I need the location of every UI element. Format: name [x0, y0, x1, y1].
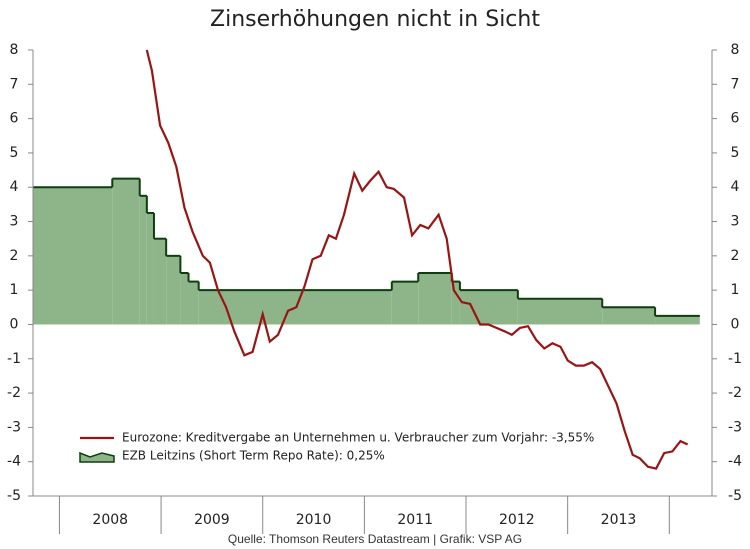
- y-tick-label: 2: [731, 248, 740, 264]
- y-tick-label: -3: [7, 419, 21, 435]
- y-tick-label: 7: [731, 76, 740, 92]
- x-tick-label: 2010: [296, 512, 332, 528]
- area-segment: [180, 273, 189, 325]
- y-tick-label: 8: [10, 42, 19, 58]
- y-tick-label: 8: [731, 42, 740, 58]
- x-tick-label: 2011: [397, 512, 433, 528]
- y-tick-label: 2: [10, 248, 19, 264]
- source-note: Quelle: Thomson Reuters Datastream | Gra…: [228, 532, 522, 546]
- y-tick-label: 1: [731, 282, 740, 298]
- legend-label: EZB Leitzins (Short Term Repo Rate): 0,2…: [122, 449, 385, 463]
- area-segment: [602, 307, 656, 325]
- y-tick-label: 0: [731, 316, 740, 332]
- area-segment: [33, 187, 113, 325]
- y-tick-label: 5: [731, 145, 740, 161]
- y-tick-label: 3: [731, 214, 740, 230]
- x-tick-label: 2012: [499, 512, 535, 528]
- y-tick-label: 6: [731, 111, 740, 127]
- area-segment: [146, 212, 154, 325]
- y-tick-label: 5: [10, 145, 19, 161]
- y-tick-label: -1: [7, 351, 21, 367]
- step-area-series: [33, 177, 700, 325]
- y-tick-label: -5: [7, 488, 21, 504]
- area-segment: [655, 315, 700, 325]
- area-segment: [451, 281, 460, 325]
- x-tick-label: 2008: [92, 512, 128, 528]
- y-tick-label: 7: [10, 76, 19, 92]
- y-tick-label: 6: [10, 111, 19, 127]
- chart-title: Zinserhöhungen nicht in Sicht: [210, 7, 540, 32]
- x-tick-label: 2009: [194, 512, 230, 528]
- legend-swatch: [79, 451, 115, 463]
- area-segment: [188, 281, 199, 325]
- area-segment: [166, 255, 181, 325]
- y-tick-label: -2: [728, 385, 742, 401]
- x-tick-label: 2013: [601, 512, 637, 528]
- y-tick-label: 3: [10, 214, 19, 230]
- area-segment: [153, 238, 167, 325]
- y-tick-label: -5: [728, 488, 742, 504]
- y-tick-label: -1: [728, 351, 742, 367]
- y-tick-label: -4: [7, 454, 21, 470]
- area-segment: [517, 298, 603, 325]
- line-series: [145, 49, 689, 470]
- area-segment: [139, 195, 147, 325]
- area-segment: [418, 273, 452, 325]
- area-segment: [459, 290, 518, 325]
- legend-label: Eurozone: Kreditvergabe an Unternehmen u…: [122, 431, 594, 445]
- y-tick-label: -4: [728, 454, 742, 470]
- y-tick-label: -2: [7, 385, 21, 401]
- y-tick-label: 0: [10, 316, 19, 332]
- y-tick-label: 1: [10, 282, 19, 298]
- y-tick-label: 4: [731, 179, 740, 195]
- y-tick-label: -3: [728, 419, 742, 435]
- area-segment: [391, 281, 419, 325]
- y-tick-label: 4: [10, 179, 19, 195]
- area-segment: [112, 178, 140, 325]
